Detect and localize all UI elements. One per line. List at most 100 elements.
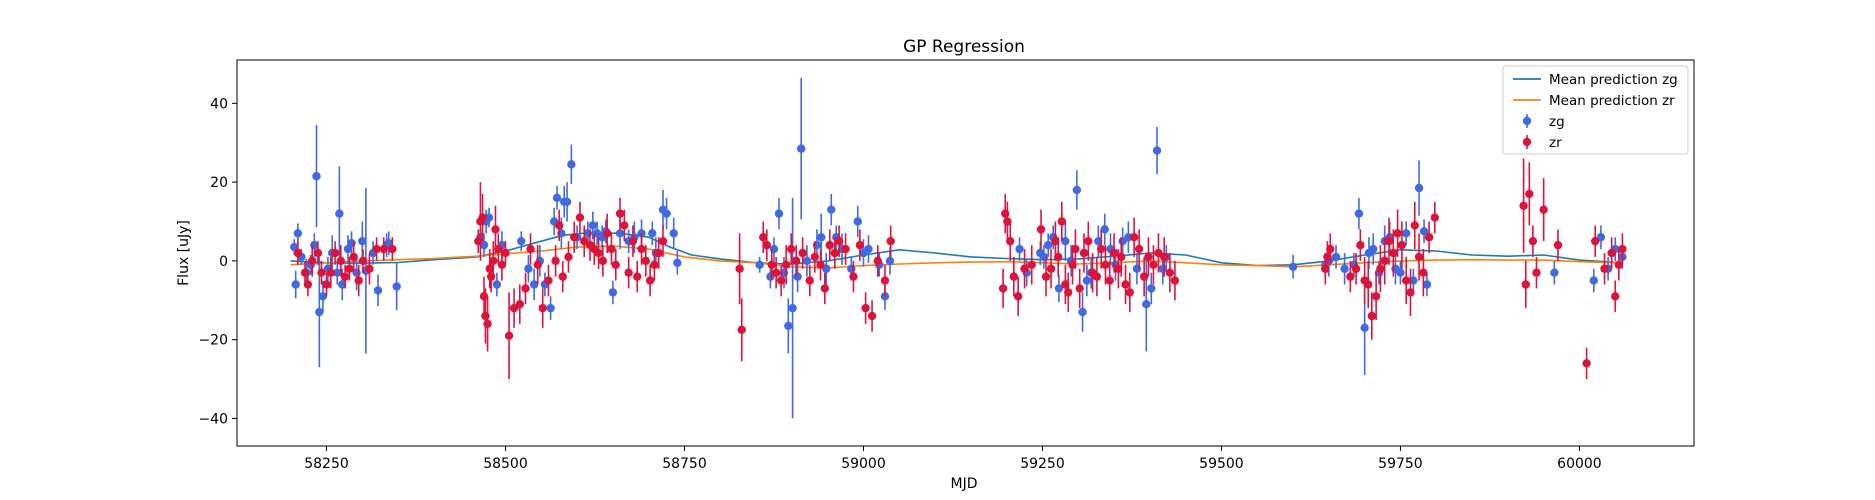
marker-zg [312, 171, 321, 181]
point-zr [1071, 229, 1080, 269]
marker-zr [1521, 280, 1530, 289]
marker-zg [315, 307, 324, 317]
marker-zg [827, 205, 836, 214]
marker-zr [791, 256, 801, 266]
marker-zg [552, 193, 562, 203]
point-zr [1528, 225, 1538, 257]
point-zr [1590, 225, 1600, 257]
point-zg [546, 296, 555, 320]
marker-zg [802, 256, 812, 266]
marker-zr [776, 276, 786, 285]
point-zg [1072, 170, 1082, 210]
marker-zg [567, 160, 576, 169]
marker-zr [798, 248, 807, 258]
legend-entry: Mean prediction zg [1513, 72, 1678, 88]
point-zg [373, 274, 383, 307]
point-zr [1600, 253, 1609, 285]
y-tick-label: 20 [210, 175, 228, 191]
marker-zr [303, 280, 313, 289]
marker-zr [735, 264, 744, 273]
point-zr [598, 245, 608, 277]
marker-zg [608, 288, 618, 297]
marker-zg [588, 221, 598, 230]
marker-zr [1125, 288, 1135, 297]
point-zr [1109, 233, 1119, 273]
marker-zr [345, 264, 354, 273]
marker-zr [886, 236, 895, 246]
point-zr [1096, 229, 1106, 269]
marker-zr [762, 240, 772, 250]
marker-zg [293, 229, 303, 238]
point-zr [494, 233, 503, 265]
point-zr [620, 209, 629, 242]
marker-zg [1589, 276, 1598, 285]
point-zg [1414, 160, 1424, 216]
marker-zr [611, 260, 620, 270]
marker-zr [1384, 236, 1394, 246]
marker-zg [1142, 300, 1151, 309]
point-zr [1406, 268, 1415, 317]
point-zg [1331, 245, 1341, 269]
point-zg [529, 268, 539, 301]
marker-zg [1331, 252, 1341, 262]
marker-zr [805, 276, 814, 285]
marker-zr [861, 303, 870, 313]
point-zr [349, 241, 358, 273]
x-tick-label: 60000 [1557, 456, 1602, 472]
marker-zr [628, 236, 638, 246]
point-zr [478, 193, 487, 242]
point-zr [1125, 272, 1135, 313]
point-zr [1367, 292, 1377, 340]
marker-zg [1015, 244, 1024, 254]
marker-zr [602, 229, 612, 238]
marker-zr [1006, 236, 1015, 246]
point-zg [517, 231, 526, 252]
legend-label: Mean prediction zr [1549, 93, 1675, 109]
marker-zr [1430, 213, 1440, 222]
marker-zg [1550, 268, 1559, 277]
point-zr [307, 245, 317, 277]
marker-zr [554, 221, 564, 230]
y-axis-label: Flux [uJy] [176, 220, 192, 286]
point-zr [1139, 256, 1149, 297]
marker-zr [1117, 252, 1126, 262]
y-tick-label: −20 [198, 333, 228, 349]
marker-zr [521, 284, 530, 293]
marker-zr [1064, 288, 1073, 297]
point-zg [588, 211, 598, 240]
marker-zr [855, 240, 865, 250]
point-zr [767, 249, 777, 281]
marker-zr [1159, 252, 1169, 262]
marker-zg [517, 236, 526, 246]
point-zr [1134, 229, 1144, 269]
marker-zr [1046, 264, 1056, 273]
marker-zr [1393, 229, 1402, 238]
marker-zg [774, 209, 784, 218]
point-zr [658, 225, 668, 257]
marker-zr [575, 213, 585, 222]
point-zr [388, 237, 397, 261]
marker-zr [1351, 264, 1361, 273]
point-zr [615, 197, 625, 230]
point-zr [564, 241, 573, 273]
marker-zr [570, 233, 579, 242]
marker-zr [1036, 225, 1046, 234]
marker-zr [1376, 264, 1385, 273]
point-zr [781, 245, 791, 285]
point-zr [533, 245, 542, 285]
point-zr [654, 237, 663, 269]
marker-zr [841, 244, 850, 254]
point-zr [1614, 249, 1624, 281]
marker-zr [1134, 244, 1144, 254]
point-zg [1054, 274, 1064, 303]
point-zg [608, 280, 618, 305]
point-zr [1539, 178, 1548, 242]
point-zr [1618, 233, 1627, 265]
marker-zr [594, 248, 603, 258]
marker-zg [788, 303, 797, 313]
marker-zr [326, 268, 335, 277]
point-zr [379, 237, 388, 261]
marker-zr [358, 256, 368, 266]
marker-zr [654, 248, 663, 258]
marker-zg [335, 209, 344, 218]
